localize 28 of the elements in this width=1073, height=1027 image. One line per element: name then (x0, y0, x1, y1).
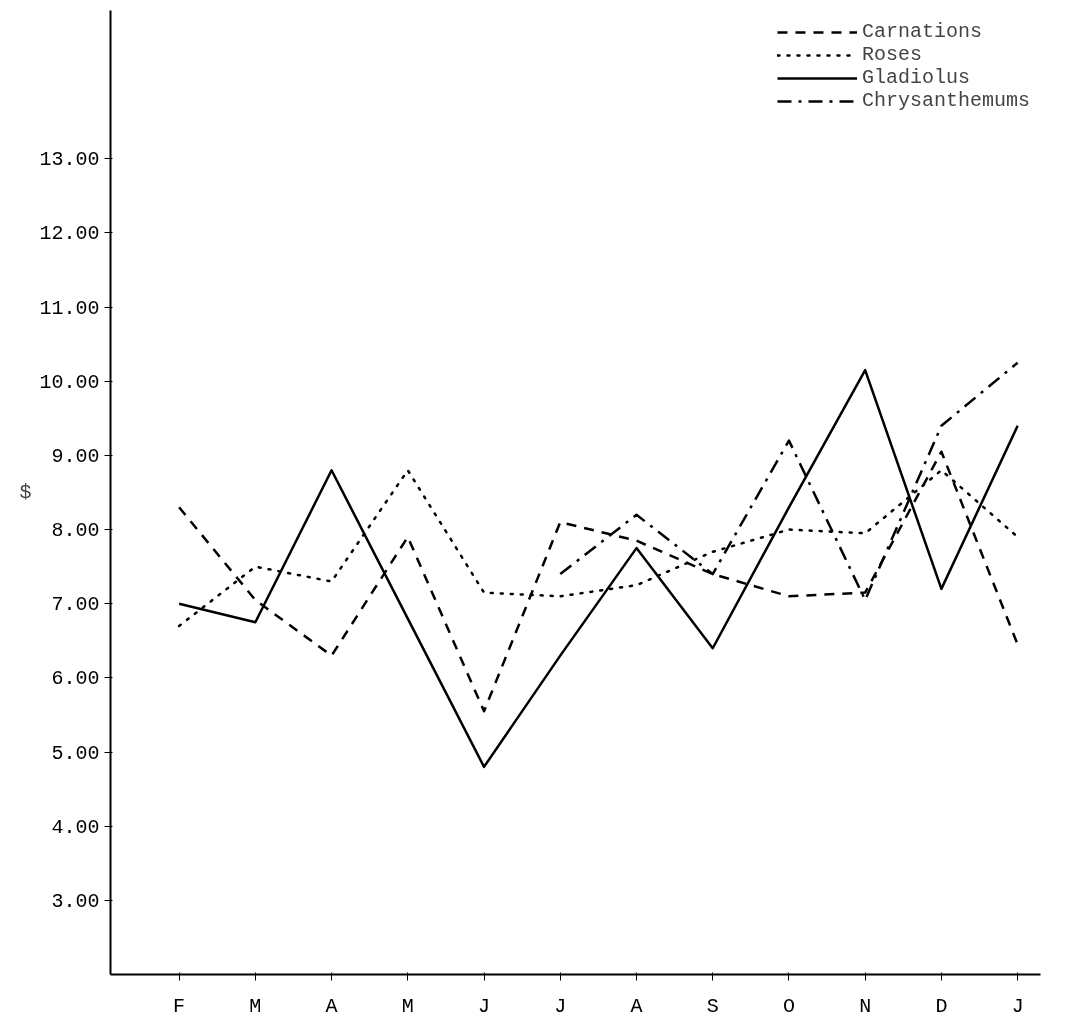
legend-label: Gladiolus (861, 66, 970, 89)
x-tick-label: J (554, 994, 567, 1018)
legend-label: Chrysanthemums (861, 89, 1030, 112)
y-tick-label: 3.00 (51, 889, 100, 913)
x-tick-label: J (478, 994, 491, 1018)
y-tick-label: 7.00 (51, 593, 100, 617)
y-tick-label: 8.00 (51, 519, 100, 543)
y-tick-label: 13.00 (39, 148, 100, 172)
y-tick-label: 11.00 (39, 296, 100, 320)
x-tick-label: N (859, 994, 872, 1018)
y-tick-label: 6.00 (51, 667, 100, 691)
x-tick-label: D (935, 994, 948, 1018)
x-tick-label: S (706, 994, 719, 1018)
y-tick-label: 10.00 (39, 370, 100, 394)
x-tick-label: M (401, 994, 414, 1018)
y-tick-label: 5.00 (51, 741, 100, 765)
x-tick-label: J (1011, 994, 1024, 1018)
legend-label: Carnations (861, 20, 982, 43)
x-tick-label: M (249, 994, 262, 1018)
y-tick-label: 4.00 (51, 815, 100, 839)
x-tick-label: O (782, 994, 795, 1018)
y-tick-label: 12.00 (39, 222, 100, 246)
legend-label: Roses (861, 43, 922, 66)
x-tick-label: A (325, 994, 338, 1018)
x-tick-label: F (173, 994, 186, 1018)
y-axis-title: $ (19, 481, 32, 504)
x-tick-label: A (630, 994, 643, 1018)
y-tick-label: 9.00 (51, 444, 100, 468)
